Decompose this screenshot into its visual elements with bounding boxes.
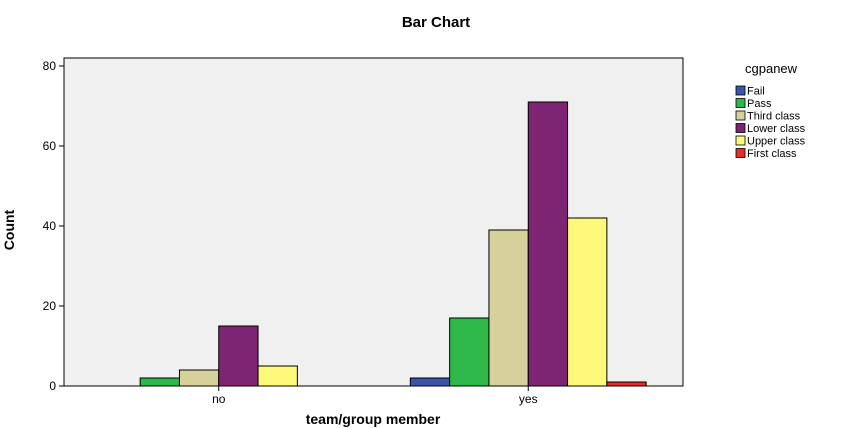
- legend-label: First class: [747, 148, 797, 160]
- bars-group: [139, 101, 647, 387]
- legend-swatch-fail: [735, 85, 746, 96]
- bar-yes-pass: [449, 317, 490, 387]
- y-tick-label: 80: [43, 59, 57, 73]
- y-axis-title: Count: [1, 209, 17, 250]
- x-tick-label-yes: yes: [519, 392, 538, 406]
- x-tick-label-no: no: [212, 392, 226, 406]
- legend-label: Upper class: [747, 136, 806, 148]
- legend-swatch-pass: [735, 98, 746, 108]
- bar-no-third-class: [178, 369, 220, 387]
- bar-yes-upper-class: [567, 217, 608, 387]
- y-tick-label: 20: [43, 299, 57, 313]
- bar-no-pass: [139, 377, 180, 387]
- bar-yes-lower-class: [527, 101, 569, 387]
- bar-yes-fail: [409, 377, 451, 387]
- bar-no-lower-class: [218, 325, 259, 387]
- legend-title: cgpanew: [745, 61, 798, 76]
- bar-yes-third-class: [488, 229, 529, 387]
- legend-swatch-first-class: [735, 148, 746, 158]
- y-tick-label: 0: [49, 379, 56, 393]
- legend-swatch-upper-class: [735, 135, 746, 146]
- bar-no-upper-class: [257, 365, 298, 387]
- legend-label: Lower class: [747, 123, 806, 135]
- legend-label: Third class: [747, 111, 801, 123]
- bar-yes-first-class: [606, 381, 647, 387]
- y-tick-label: 40: [43, 219, 57, 233]
- y-axis: 0 20 40 60 80: [43, 59, 64, 393]
- legend-label: Fail: [747, 86, 765, 98]
- legend-swatch-lower-class: [735, 123, 746, 133]
- x-axis: no yes: [212, 386, 538, 406]
- x-axis-title: team/group member: [306, 411, 441, 427]
- chart-title: Bar Chart: [402, 14, 470, 31]
- y-tick-label: 60: [43, 139, 57, 153]
- legend-label: Pass: [747, 98, 772, 110]
- legend-swatch-third-class: [735, 110, 746, 121]
